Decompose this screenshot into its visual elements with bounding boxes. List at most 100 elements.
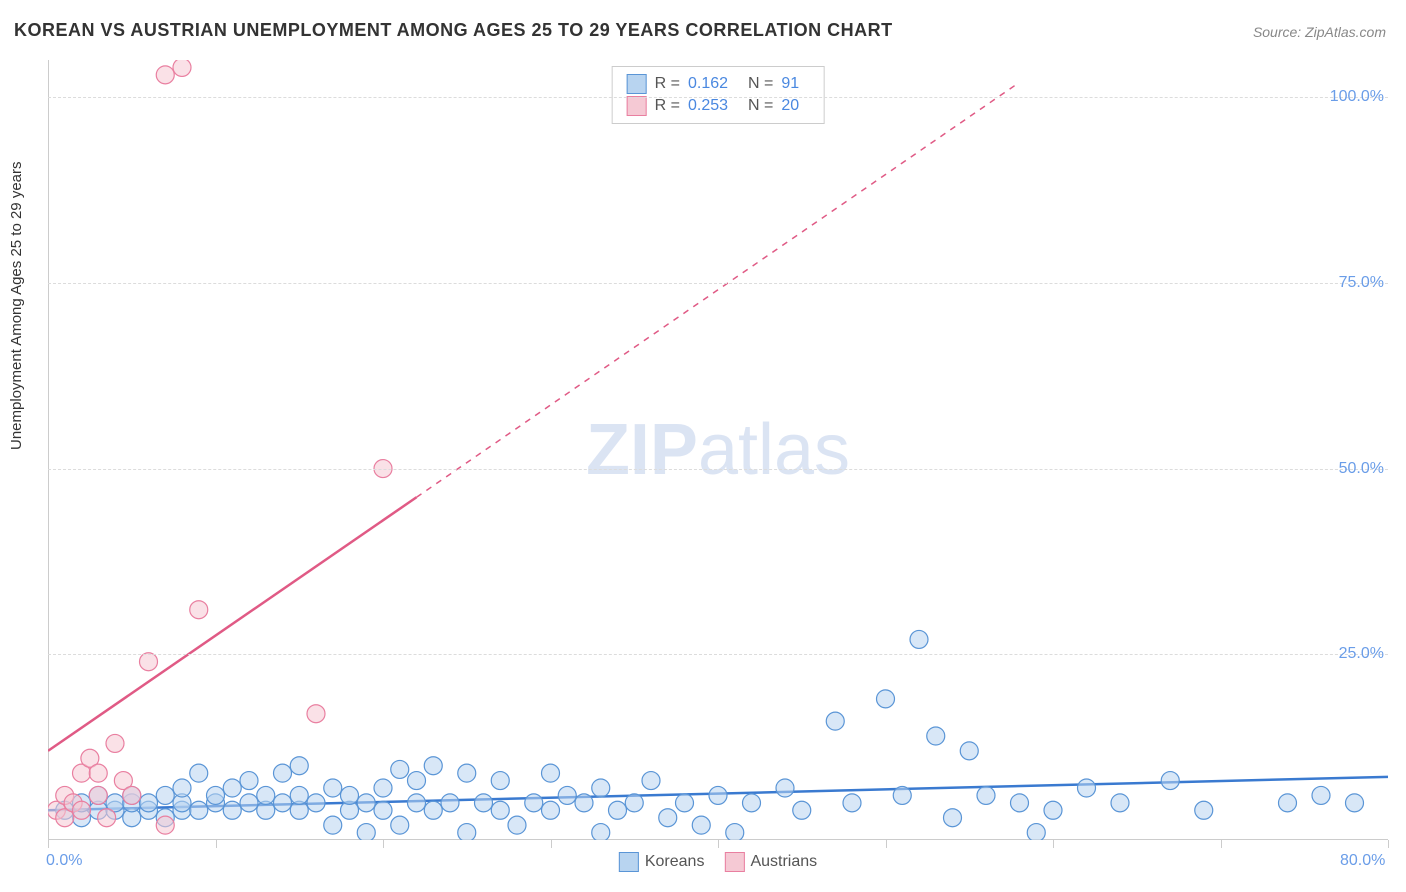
data-point: [692, 816, 710, 834]
data-point: [173, 60, 191, 76]
source-attribution: Source: ZipAtlas.com: [1253, 24, 1386, 40]
stat-r-value: 0.162: [688, 75, 740, 93]
data-point: [156, 786, 174, 804]
x-tick: [886, 840, 887, 848]
data-point: [324, 816, 342, 834]
data-point: [475, 794, 493, 812]
chart-title: KOREAN VS AUSTRIAN UNEMPLOYMENT AMONG AG…: [14, 20, 893, 41]
bottom-legend-item: Austrians: [724, 852, 817, 872]
data-point: [676, 794, 694, 812]
data-point: [743, 794, 761, 812]
x-tick-label: 0.0%: [46, 852, 82, 870]
data-point: [156, 816, 174, 834]
data-point: [1161, 772, 1179, 790]
data-point: [960, 742, 978, 760]
data-point: [491, 772, 509, 790]
data-point: [190, 601, 208, 619]
data-point: [1078, 779, 1096, 797]
legend-swatch: [619, 852, 639, 872]
data-point: [944, 809, 962, 827]
data-point: [910, 630, 928, 648]
data-point: [525, 794, 543, 812]
data-point: [424, 757, 442, 775]
data-point: [659, 809, 677, 827]
data-point: [709, 786, 727, 804]
data-point: [491, 801, 509, 819]
gridline-h: [48, 283, 1388, 284]
data-point: [1111, 794, 1129, 812]
stat-r-label: R =: [655, 75, 680, 93]
data-point: [542, 764, 560, 782]
x-tick: [551, 840, 552, 848]
data-point: [424, 801, 442, 819]
data-point: [1011, 794, 1029, 812]
data-point: [893, 786, 911, 804]
y-tick-label: 100.0%: [1330, 88, 1390, 106]
scatter-plot-svg: [48, 60, 1388, 840]
data-point: [977, 786, 995, 804]
y-tick-label: 25.0%: [1339, 645, 1390, 663]
data-point: [223, 801, 241, 819]
data-point: [307, 705, 325, 723]
bottom-legend-label: Austrians: [750, 853, 817, 871]
bottom-legend-item: Koreans: [619, 852, 705, 872]
x-tick: [1053, 840, 1054, 848]
y-tick-label: 75.0%: [1339, 274, 1390, 292]
x-tick: [1388, 840, 1389, 848]
data-point: [73, 801, 91, 819]
data-point: [190, 764, 208, 782]
data-point: [223, 779, 241, 797]
gridline-h: [48, 97, 1388, 98]
stat-r-value: 0.253: [688, 97, 740, 115]
data-point: [1312, 786, 1330, 804]
data-point: [458, 764, 476, 782]
stat-legend-row: R = 0.162 N = 91: [627, 73, 810, 95]
data-point: [173, 779, 191, 797]
data-point: [575, 794, 593, 812]
data-point: [156, 66, 174, 84]
data-point: [89, 786, 107, 804]
data-point: [776, 779, 794, 797]
stat-n-label: N =: [748, 75, 773, 93]
stat-n-value: 91: [781, 75, 809, 93]
x-tick: [718, 840, 719, 848]
y-axis-label: Unemployment Among Ages 25 to 29 years: [8, 161, 25, 450]
data-point: [357, 824, 375, 840]
x-tick: [1221, 840, 1222, 848]
stat-legend-row: R =0.253N =20: [627, 95, 810, 117]
data-point: [106, 734, 124, 752]
x-tick: [383, 840, 384, 848]
data-point: [408, 772, 426, 790]
data-point: [190, 801, 208, 819]
data-point: [877, 690, 895, 708]
data-point: [843, 794, 861, 812]
data-point: [441, 794, 459, 812]
data-point: [290, 786, 308, 804]
data-point: [257, 786, 275, 804]
stat-n-value: 20: [781, 97, 809, 115]
data-point: [98, 809, 116, 827]
data-point: [609, 801, 627, 819]
data-point: [1027, 824, 1045, 840]
data-point: [140, 653, 158, 671]
data-point: [793, 801, 811, 819]
stat-legend-box: R = 0.162 N = 91R = 0.253 N = 20: [612, 66, 825, 124]
stat-n-label: N =: [748, 97, 773, 115]
data-point: [592, 824, 610, 840]
data-point: [274, 794, 292, 812]
bottom-legend: Koreans Austrians: [619, 852, 817, 872]
chart-plot-area: ZIPatlas R =0.162N =91R =0.253N =20 Kore…: [48, 60, 1388, 840]
data-point: [89, 764, 107, 782]
legend-swatch: [724, 852, 744, 872]
data-point: [625, 794, 643, 812]
trend-line-solid: [48, 497, 417, 751]
data-point: [207, 786, 225, 804]
bottom-legend-label: Koreans: [645, 853, 705, 871]
gridline-h: [48, 469, 1388, 470]
data-point: [1044, 801, 1062, 819]
data-point: [374, 801, 392, 819]
data-point: [391, 760, 409, 778]
data-point: [642, 772, 660, 790]
data-point: [391, 816, 409, 834]
legend-swatch: [627, 74, 647, 94]
